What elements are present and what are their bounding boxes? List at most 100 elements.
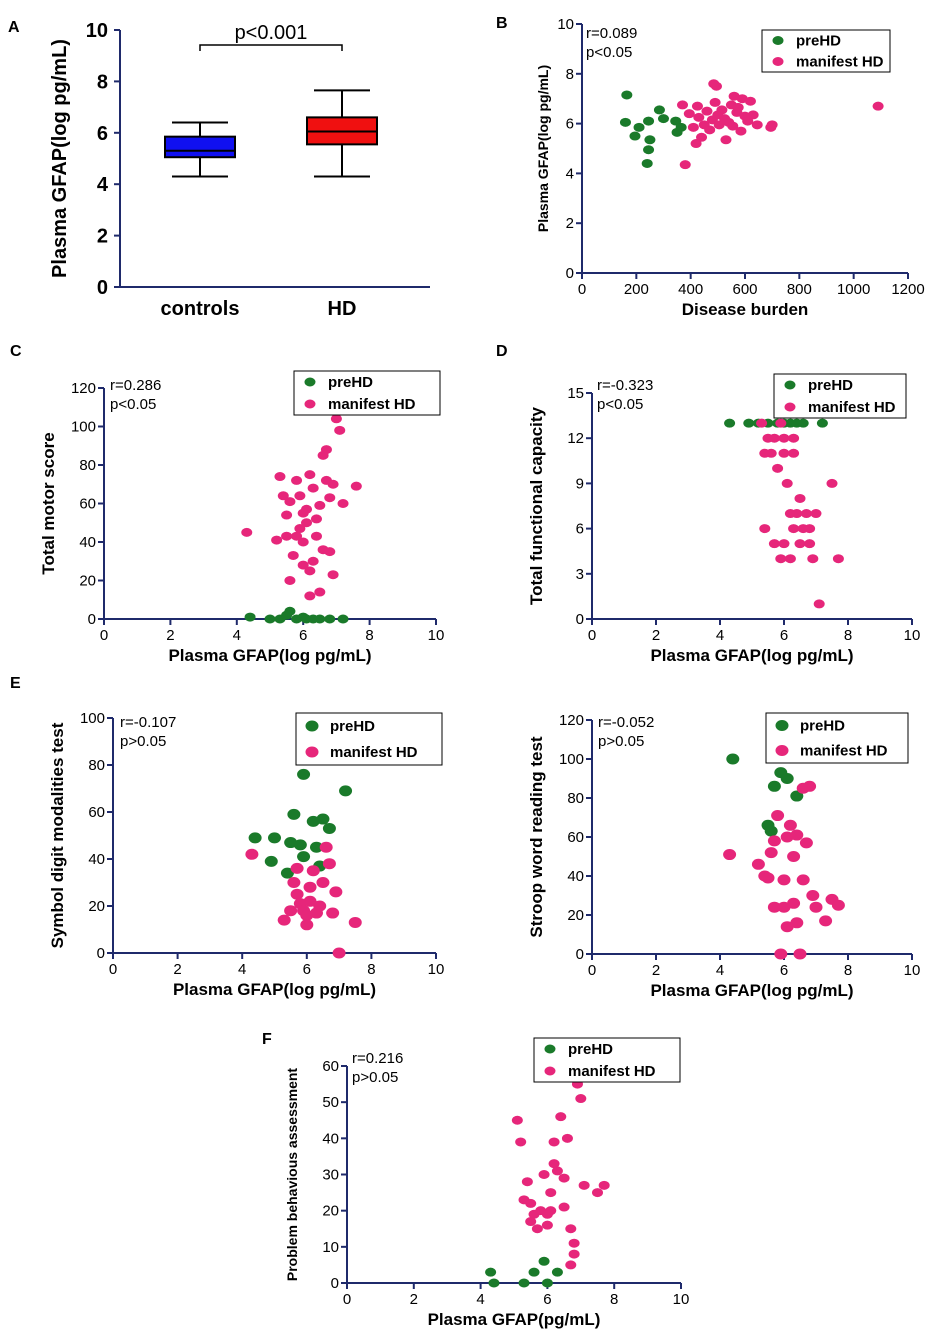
y-axis-title: Problem behavious assessment bbox=[284, 1068, 300, 1282]
legend: preHD manifest HD bbox=[765, 712, 909, 764]
y-tick-label: 4 bbox=[97, 174, 109, 196]
data-point bbox=[339, 785, 353, 797]
data-point bbox=[294, 524, 306, 534]
legend: preHD manifest HD bbox=[761, 29, 891, 73]
data-point bbox=[274, 472, 286, 482]
x-tick-label: 0 bbox=[100, 627, 108, 644]
data-point bbox=[264, 855, 278, 867]
data-point bbox=[518, 1278, 530, 1288]
x-tick-label: 6 bbox=[303, 961, 311, 978]
data-point bbox=[788, 524, 800, 534]
data-point bbox=[788, 433, 800, 443]
data-point bbox=[310, 531, 322, 541]
data-point bbox=[327, 479, 339, 489]
data-point bbox=[304, 566, 316, 576]
data-point bbox=[303, 881, 317, 893]
legend: preHD manifest HD bbox=[533, 1037, 681, 1083]
data-point bbox=[592, 1188, 603, 1198]
data-point bbox=[644, 135, 656, 145]
p-value: p>0.05 bbox=[352, 1069, 398, 1086]
data-point bbox=[756, 418, 768, 428]
data-point bbox=[643, 145, 655, 155]
data-point bbox=[538, 1170, 550, 1179]
data-point bbox=[310, 514, 322, 524]
x-tick-label: 2 bbox=[166, 627, 174, 644]
data-point bbox=[322, 858, 336, 870]
data-point bbox=[277, 914, 291, 926]
panel-b: B 0 2 4 6 8 10 Plasma GFAP(log pg/mL) 0 200 400 600… bbox=[496, 15, 925, 319]
legend-box bbox=[773, 373, 907, 419]
data-point bbox=[545, 1206, 557, 1216]
data-point bbox=[777, 874, 791, 886]
x-tick-label: 10 bbox=[904, 962, 921, 979]
r-value: r=0.089 bbox=[586, 25, 637, 42]
legend-marker-prehd bbox=[772, 36, 784, 45]
data-point bbox=[804, 539, 816, 549]
x-tick-label: 0 bbox=[588, 627, 596, 644]
series-manifest-hd bbox=[723, 780, 845, 960]
data-point bbox=[511, 1115, 523, 1125]
series-prehd bbox=[244, 606, 349, 624]
data-point bbox=[794, 493, 806, 503]
data-point bbox=[525, 1198, 537, 1208]
data-point bbox=[727, 121, 739, 131]
data-point bbox=[768, 539, 780, 549]
data-point bbox=[297, 537, 309, 547]
y-tick-label: 30 bbox=[322, 1167, 339, 1184]
data-point bbox=[287, 877, 301, 888]
p-value: p>0.05 bbox=[598, 733, 644, 750]
panel-a: A 0 2 4 6 8 10 Plasma GFAP(log pg/mL) controls HD… bbox=[8, 19, 430, 320]
data-point bbox=[723, 849, 737, 861]
data-point bbox=[541, 1278, 553, 1288]
legend-marker-manifest bbox=[305, 746, 319, 758]
x-category-label: controls bbox=[161, 298, 240, 320]
data-point bbox=[780, 921, 794, 933]
y-tick-label: 8 bbox=[566, 66, 574, 83]
data-point bbox=[287, 808, 301, 820]
box-hd bbox=[306, 89, 378, 178]
data-point bbox=[317, 545, 329, 555]
y-tick-label: 60 bbox=[567, 829, 584, 846]
data-point bbox=[284, 905, 298, 917]
data-point bbox=[621, 90, 633, 100]
y-axis-title: Stroop word reading test bbox=[527, 736, 546, 938]
data-point bbox=[268, 832, 281, 844]
x-category-label: HD bbox=[328, 298, 357, 320]
data-point bbox=[307, 483, 319, 493]
data-point bbox=[294, 491, 306, 501]
y-tick-label: 100 bbox=[71, 419, 96, 436]
data-point bbox=[568, 1249, 580, 1259]
data-point bbox=[320, 445, 332, 455]
panel-label: B bbox=[496, 15, 508, 32]
data-point bbox=[316, 813, 330, 825]
x-tick-label: 0 bbox=[578, 281, 586, 298]
data-point bbox=[558, 1202, 570, 1212]
data-point bbox=[775, 554, 787, 564]
panel-d: D 0 3 6 9 12 15 Total functional capacity 0 2 4 6 8 1… bbox=[496, 343, 920, 665]
data-point bbox=[304, 591, 316, 601]
data-point bbox=[772, 463, 784, 473]
data-point bbox=[701, 106, 713, 116]
y-tick-label: 6 bbox=[576, 521, 584, 538]
x-tick-label: 10 bbox=[673, 1291, 690, 1308]
y-tick-label: 0 bbox=[331, 1275, 339, 1292]
data-point bbox=[774, 948, 788, 960]
data-point bbox=[693, 112, 705, 122]
data-point bbox=[816, 418, 828, 428]
x-tick-label: 8 bbox=[365, 627, 373, 644]
p-value: p<0.05 bbox=[586, 44, 632, 61]
y-tick-label: 0 bbox=[576, 946, 584, 963]
data-point bbox=[290, 862, 304, 874]
legend-box bbox=[761, 29, 891, 73]
data-point bbox=[297, 560, 309, 570]
x-tick-label: 6 bbox=[780, 962, 788, 979]
data-point bbox=[561, 1133, 573, 1143]
y-tick-label: 0 bbox=[97, 945, 105, 962]
data-point bbox=[264, 614, 276, 624]
legend-label-prehd: preHD bbox=[330, 718, 375, 735]
data-point bbox=[319, 841, 333, 853]
data-point bbox=[783, 819, 797, 831]
data-point bbox=[301, 504, 313, 514]
x-tick-label: 4 bbox=[716, 962, 724, 979]
